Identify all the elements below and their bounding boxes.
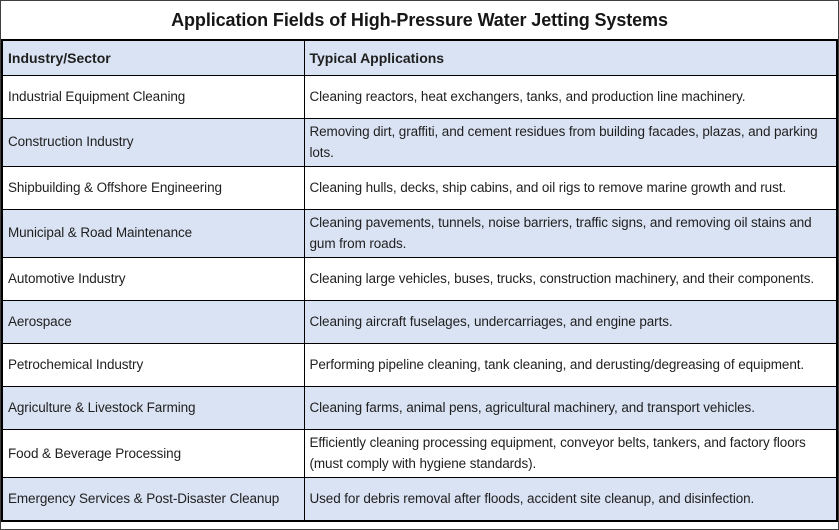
sector-cell: Agriculture & Livestock Farming: [1, 385, 305, 430]
application-cell: Cleaning farms, animal pens, agricultura…: [303, 385, 838, 430]
table-row: Emergency Services & Post-Disaster Clean…: [1, 477, 838, 522]
application-cell: Efficiently cleaning processing equipmen…: [303, 428, 838, 479]
table-row: Municipal & Road Maintenance Cleaning pav…: [1, 208, 838, 258]
table-row: Petrochemical Industry Performing pipelin…: [1, 342, 838, 387]
header-row: Industry/Sector Typical Applications: [1, 39, 838, 76]
sector-cell: Municipal & Road Maintenance: [1, 208, 305, 258]
sector-cell: Petrochemical Industry: [1, 342, 305, 387]
table-row: Agriculture & Livestock Farming Cleaning …: [1, 385, 838, 430]
application-cell: Removing dirt, graffiti, and cement resi…: [303, 117, 838, 167]
sector-cell: Shipbuilding & Offshore Engineering: [1, 165, 305, 210]
application-cell: Cleaning reactors, heat exchangers, tank…: [303, 74, 838, 119]
sector-cell: Industrial Equipment Cleaning: [1, 74, 305, 119]
application-cell: Cleaning pavements, tunnels, noise barri…: [303, 208, 838, 258]
sector-cell: Emergency Services & Post-Disaster Clean…: [1, 477, 305, 522]
application-cell: Performing pipeline cleaning, tank clean…: [303, 342, 838, 387]
sector-cell: Food & Beverage Processing: [1, 428, 305, 479]
application-cell: Cleaning large vehicles, buses, trucks, …: [303, 256, 838, 301]
sector-cell: Aerospace: [1, 299, 305, 344]
sector-cell: Automotive Industry: [1, 256, 305, 301]
table-row: Industrial Equipment Cleaning Cleaning re…: [1, 74, 838, 119]
table-row: Construction Industry Removing dirt, graf…: [1, 117, 838, 167]
application-cell: Used for debris removal after floods, ac…: [303, 477, 838, 522]
sector-cell: Construction Industry: [1, 117, 305, 167]
table-row: Automotive Industry Cleaning large vehicl…: [1, 256, 838, 301]
page-title: Application Fields of High-Pressure Wate…: [171, 9, 668, 30]
application-cell: Cleaning aircraft fuselages, undercarria…: [303, 299, 838, 344]
application-cell: Cleaning hulls, decks, ship cabins, and …: [303, 165, 838, 210]
column-header-industry-sector: Industry/Sector: [1, 39, 305, 76]
table-row: Shipbuilding & Offshore Engineering Clean…: [1, 165, 838, 210]
table-row: Aerospace Cleaning aircraft fuselages, un…: [1, 299, 838, 344]
applications-table: Industry/Sector Typical Applications Ind…: [1, 39, 838, 522]
table-body: Industrial Equipment Cleaning Cleaning re…: [1, 74, 838, 522]
table-row: Food & Beverage Processing Efficiently cl…: [1, 428, 838, 479]
column-header-typical-applications: Typical Applications: [303, 39, 838, 76]
